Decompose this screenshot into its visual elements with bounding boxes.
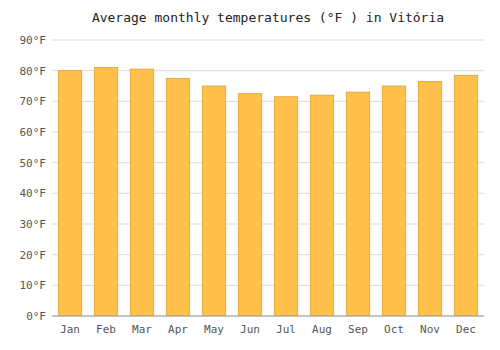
x-tick-label: Dec [456,323,476,336]
x-tick-label: Sep [348,323,368,336]
bar [274,97,297,316]
y-tick-label: 60°F [20,126,47,139]
x-tick-label: Oct [384,323,404,336]
bars [58,68,477,316]
x-tick-label: Jan [60,323,80,336]
chart-container: Average monthly temperatures (°F ) in Vi… [0,0,500,350]
y-tick-label: 50°F [20,157,47,170]
x-tick-label: Jul [276,323,296,336]
bar [58,71,81,316]
x-tick-label: Feb [96,323,116,336]
y-tick-label: 30°F [20,218,47,231]
bar [454,75,477,316]
bar [94,68,117,316]
grid-line [52,316,484,317]
grid [52,40,484,316]
x-tick-label: Apr [168,323,188,336]
title: Average monthly temperatures (°F ) in Vi… [92,10,444,25]
chart: Average monthly temperatures (°F ) in Vi… [0,0,500,350]
y-tick-label: 90°F [20,34,47,47]
grid-line [52,40,484,41]
x-tick-label: May [204,323,224,336]
x-tick-label: Nov [420,323,440,336]
y-tick-label: 0°F [26,310,46,323]
x-tick-label: Mar [132,323,152,336]
x-tick-labels: Jan Feb Mar Apr May Jun Jul Aug Sep Oct Nov Dec [60,323,476,336]
y-tick-label: 80°F [20,65,47,78]
bar [202,86,225,316]
bar [346,92,369,316]
y-tick-labels: 0°F 10°F 20°F 30°F 40°F 50°F 60°F 70°F 80°F 90°F [20,34,47,323]
bar [418,81,441,316]
bar [382,86,405,316]
y-tick-label: 20°F [20,249,47,262]
bar [130,69,153,316]
y-tick-label: 10°F [20,279,47,292]
bar [166,78,189,316]
x-tick-label: Jun [240,323,260,336]
y-tick-label: 70°F [20,95,47,108]
x-axis [52,316,484,317]
bar [238,94,261,316]
bar [310,95,333,316]
y-tick-label: 40°F [20,187,47,200]
x-tick-label: Aug [312,323,332,336]
